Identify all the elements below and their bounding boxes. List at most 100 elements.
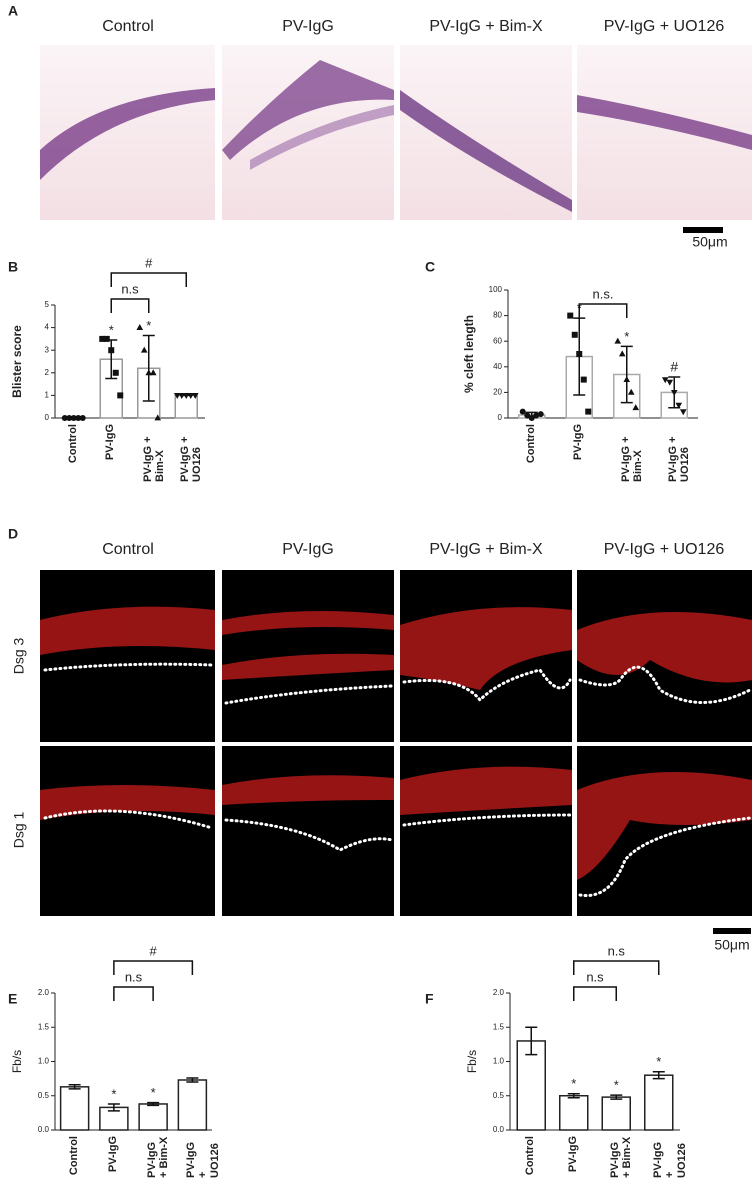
y-tick-label: 20	[493, 388, 502, 397]
data-point	[178, 393, 186, 399]
data-point	[528, 415, 535, 421]
significance-marker: #	[670, 359, 678, 375]
x-tick-label: PV-IgG	[104, 424, 117, 461]
y-tick-label: 100	[489, 285, 503, 294]
error-bar	[68, 1084, 81, 1090]
data-point	[537, 411, 544, 418]
basement-membrane	[43, 662, 752, 898]
x-tick-label: Control	[524, 424, 537, 464]
comparison-bracket	[113, 986, 154, 1001]
data-point	[623, 376, 631, 382]
dsg-stain	[40, 606, 752, 880]
x-tick-label: PV-IgG	[106, 1136, 119, 1173]
error-bar	[142, 334, 155, 402]
y-axis-label: % cleft length	[462, 315, 476, 393]
x-tick-label: Control	[524, 1136, 537, 1176]
significance-marker: *	[571, 1076, 576, 1091]
data-point	[191, 393, 199, 399]
significance-marker: *	[109, 322, 114, 337]
y-tick-label: 1.0	[38, 1057, 50, 1066]
x-tick-label: PV-IgG + UO126	[179, 436, 204, 482]
scale-bar	[683, 227, 723, 233]
data-point	[618, 350, 626, 357]
data-point	[103, 335, 110, 342]
comparison-bracket	[110, 272, 187, 287]
y-tick-label: 0.0	[493, 1125, 505, 1134]
data-point	[614, 337, 622, 344]
panel-label: C	[425, 259, 435, 275]
x-tick-label: PV-IgG + Bim-X	[609, 1136, 634, 1178]
comparison-bracket	[573, 960, 660, 975]
data-point	[533, 412, 540, 419]
data-point	[99, 335, 106, 342]
data-point	[61, 415, 68, 421]
scale-bar-label: 50μm	[692, 234, 727, 250]
data-point	[79, 415, 86, 421]
row-title: Dsg 1	[11, 812, 27, 849]
if-image	[40, 746, 215, 916]
data-point	[70, 415, 77, 421]
data-point	[627, 388, 635, 395]
y-tick-label: 80	[493, 311, 502, 320]
error-bar	[620, 345, 633, 404]
data-point	[66, 415, 73, 421]
scale-bar-label: 50μm	[714, 937, 749, 953]
data-point	[519, 408, 526, 415]
y-tick-label: 0.5	[38, 1091, 50, 1100]
if-image	[222, 746, 394, 916]
y-tick-label: 0	[45, 413, 50, 422]
data-point	[112, 369, 119, 376]
y-tick-label: 4	[45, 323, 50, 332]
comparison-label: n.s	[121, 281, 139, 296]
significance-marker: *	[614, 1078, 619, 1093]
data-point	[661, 377, 669, 384]
bar	[59, 1086, 90, 1131]
data-point	[75, 415, 82, 421]
y-tick-label: 1.5	[38, 1022, 50, 1031]
epidermis	[222, 60, 394, 160]
data-point	[580, 376, 587, 383]
y-tick-label: 0.0	[38, 1125, 50, 1134]
histology-images	[40, 45, 752, 233]
bar	[601, 1096, 631, 1131]
y-tick-label: 1.5	[493, 1022, 505, 1031]
y-tick-label: 1.0	[493, 1057, 505, 1066]
data-point	[108, 347, 115, 354]
x-tick-label: PV-IgG + UO126	[651, 1141, 688, 1178]
significance-marker: *	[656, 1054, 661, 1069]
panel-label: A	[8, 3, 18, 19]
y-tick-label: 2.0	[38, 988, 50, 997]
data-point	[576, 351, 583, 357]
significance-marker: *	[624, 329, 629, 344]
data-point	[567, 312, 574, 319]
data-point	[675, 402, 683, 409]
y-tick-label: 5	[45, 300, 50, 309]
data-point	[666, 379, 674, 386]
data-point	[524, 412, 531, 419]
comparison-bracket	[110, 298, 150, 313]
data-point	[140, 346, 148, 353]
x-tick-label: Control	[66, 424, 79, 464]
comparison-bracket	[573, 986, 617, 1001]
y-tick-label: 0	[498, 413, 503, 422]
error-bar	[525, 1026, 538, 1056]
data-point	[149, 369, 157, 376]
panel-label: E	[8, 991, 17, 1007]
column-title: PV-IgG	[282, 541, 334, 558]
panel-label: D	[8, 526, 18, 542]
row-title: Dsg 3	[11, 638, 27, 675]
data-point	[187, 393, 195, 399]
x-tick-label: PV-IgG + Bim-X	[619, 436, 644, 482]
comparison-label: n.s	[608, 943, 626, 958]
scale-bar	[713, 928, 751, 934]
y-tick-label: 40	[493, 362, 502, 371]
column-title: PV-IgG + Bim-X	[429, 541, 543, 558]
y-axis-label: Fb/s	[465, 1050, 479, 1073]
x-tick-label: PV-IgG + Bim-X	[141, 436, 166, 482]
y-tick-label: 60	[493, 336, 502, 345]
bar	[559, 1095, 589, 1131]
bar	[177, 1079, 208, 1131]
x-tick-label: Control	[67, 1136, 80, 1176]
